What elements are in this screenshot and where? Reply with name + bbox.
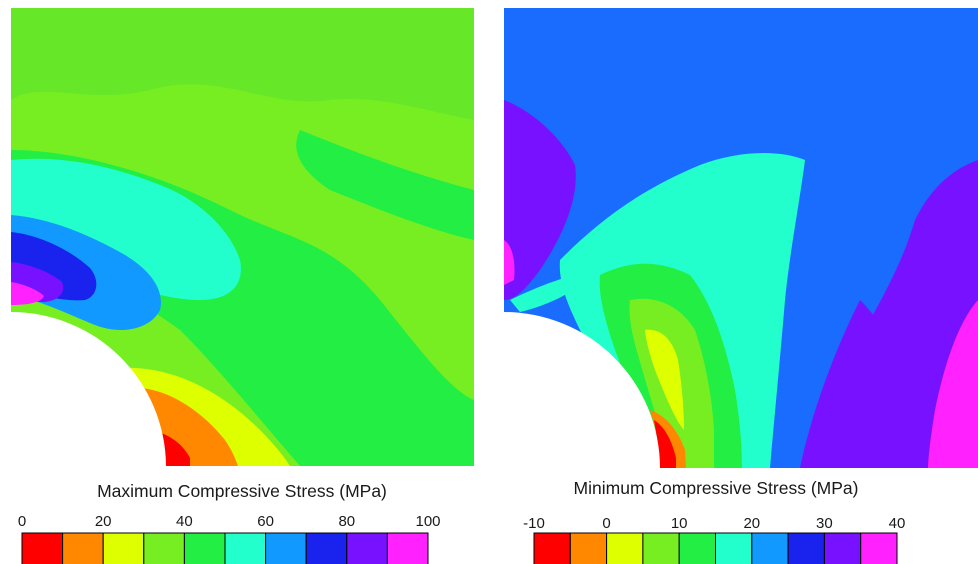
max-colorbar-tick-label: 0 — [18, 513, 26, 530]
min-colorbar-swatch — [678, 532, 717, 564]
max-colorbar-ticks: 0 20 40 60 80 100 — [18, 513, 441, 530]
min-colorbar-swatch — [569, 532, 608, 564]
min-colorbar-swatch — [715, 532, 753, 564]
max-colorbar-tick-label: 100 — [415, 513, 440, 530]
min-colorbar-swatch — [787, 532, 825, 564]
min-colorbar-swatch — [860, 532, 898, 564]
min-band-violet-left — [504, 100, 576, 300]
max-colorbar-swatch — [305, 532, 348, 564]
max-colorbar-swatch — [143, 532, 185, 564]
min-band-yellow — [645, 329, 684, 430]
min-colorbar-tick-label: -10 — [523, 515, 545, 532]
min-colorbar-swatch — [642, 532, 680, 564]
max-colorbar-swatch — [265, 532, 307, 564]
max-band-upper-light — [11, 8, 474, 120]
min-band-violet-mid — [800, 300, 910, 468]
max-stress-legend: Maximum Compressive Stress (MPa) 0 20 40 60… — [18, 481, 441, 564]
min-colorbar-swatch — [533, 532, 571, 564]
max-colorbar-swatch — [62, 532, 104, 564]
min-hole-cutout — [504, 312, 660, 468]
max-legend-title: Maximum Compressive Stress (MPa) — [97, 481, 387, 501]
max-band-cyan-streak — [30, 183, 110, 210]
max-band-red — [158, 432, 190, 466]
min-colorbar-ticks: -10 0 10 20 30 40 — [523, 515, 905, 532]
max-colorbar-swatch — [102, 532, 145, 564]
min-band-magenta-left — [504, 240, 515, 285]
min-stress-contour-panel — [504, 8, 978, 468]
max-colorbar-swatch — [21, 532, 64, 564]
min-colorbar-tick-label: 0 — [602, 515, 610, 532]
min-colorbar-tick-label: 40 — [889, 515, 906, 532]
max-stress-contour-panel — [11, 8, 474, 466]
min-colorbar-swatch — [823, 532, 862, 564]
min-band-magenta-right — [928, 300, 978, 468]
min-band-cyan-streak — [510, 270, 595, 312]
min-colorbar-tick-label: 20 — [743, 515, 760, 532]
min-stress-legend: Minimum Compressive Stress (MPa) -10 0 10 2… — [523, 478, 905, 564]
max-colorbar-tick-label: 40 — [176, 513, 193, 530]
min-colorbar-swatch — [751, 532, 789, 564]
max-colorbar-tick-label: 60 — [257, 513, 274, 530]
min-colorbar-swatch — [606, 532, 644, 564]
max-colorbar-swatch — [224, 532, 267, 564]
max-colorbar-swatch — [386, 532, 429, 564]
max-band-mid-green-2 — [296, 130, 474, 240]
max-colorbar-tick-label: 80 — [338, 513, 355, 530]
min-colorbar-tick-label: 10 — [671, 515, 688, 532]
min-colorbar — [533, 532, 898, 564]
min-legend-title: Minimum Compressive Stress (MPa) — [574, 478, 859, 498]
min-colorbar-tick-label: 30 — [816, 515, 833, 532]
max-hole-cutout — [11, 312, 166, 466]
max-colorbar-swatch — [346, 532, 388, 564]
max-band-magenta — [11, 282, 44, 305]
max-colorbar-swatch — [183, 532, 226, 564]
max-colorbar — [21, 532, 429, 564]
max-colorbar-tick-label: 20 — [95, 513, 112, 530]
